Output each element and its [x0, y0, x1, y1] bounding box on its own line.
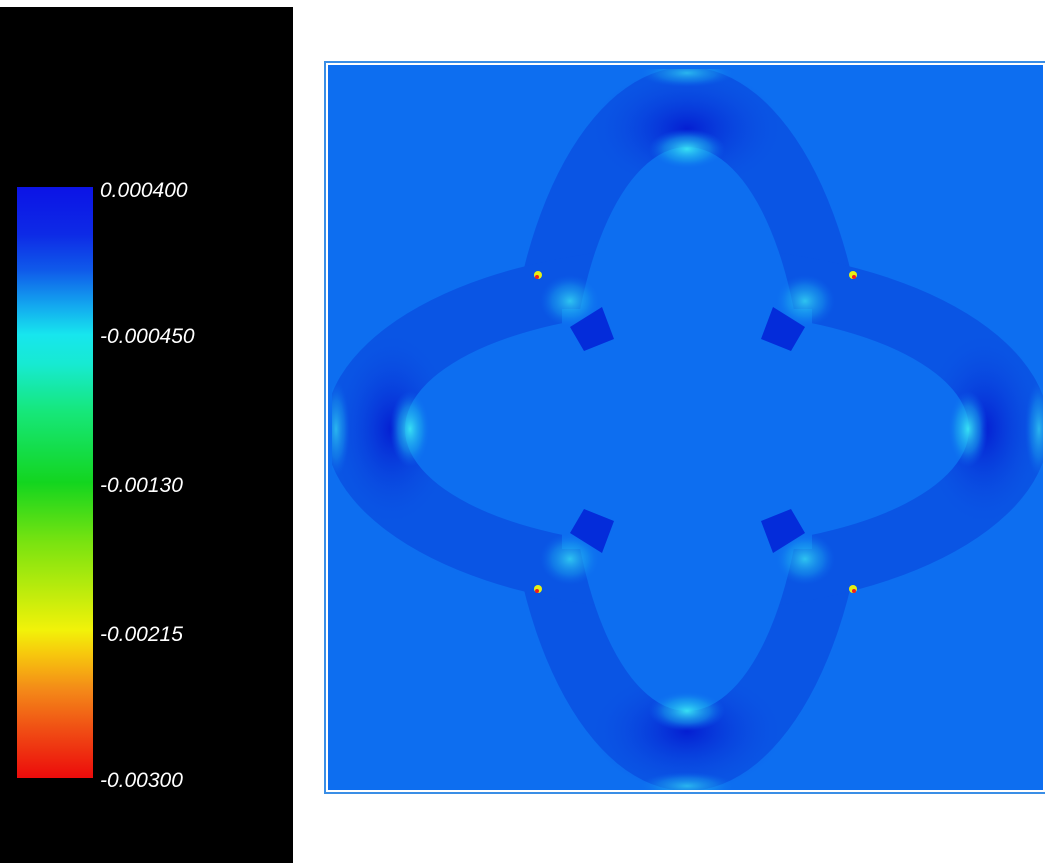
legend-tick-4: -0.00215: [100, 623, 183, 646]
legend-panel: 0.000400 -0.000450 -0.00130 -0.00215 -0.…: [0, 7, 293, 863]
highlight-left: [390, 391, 430, 467]
highlight-bottom: [649, 691, 725, 731]
legend-tick-max: 0.000400: [100, 179, 188, 202]
legend-tick-min: -0.00300: [100, 769, 183, 792]
render-viewport[interactable]: [324, 61, 1045, 794]
highlight-top: [649, 129, 725, 169]
contour-field: [332, 69, 1043, 790]
deformation-rings: [332, 69, 1043, 790]
legend-tick-3: -0.00130: [100, 474, 183, 497]
legend-tick-2: -0.000450: [100, 325, 195, 348]
highlight-right: [948, 391, 988, 467]
colorbar-gradient: [17, 187, 93, 778]
